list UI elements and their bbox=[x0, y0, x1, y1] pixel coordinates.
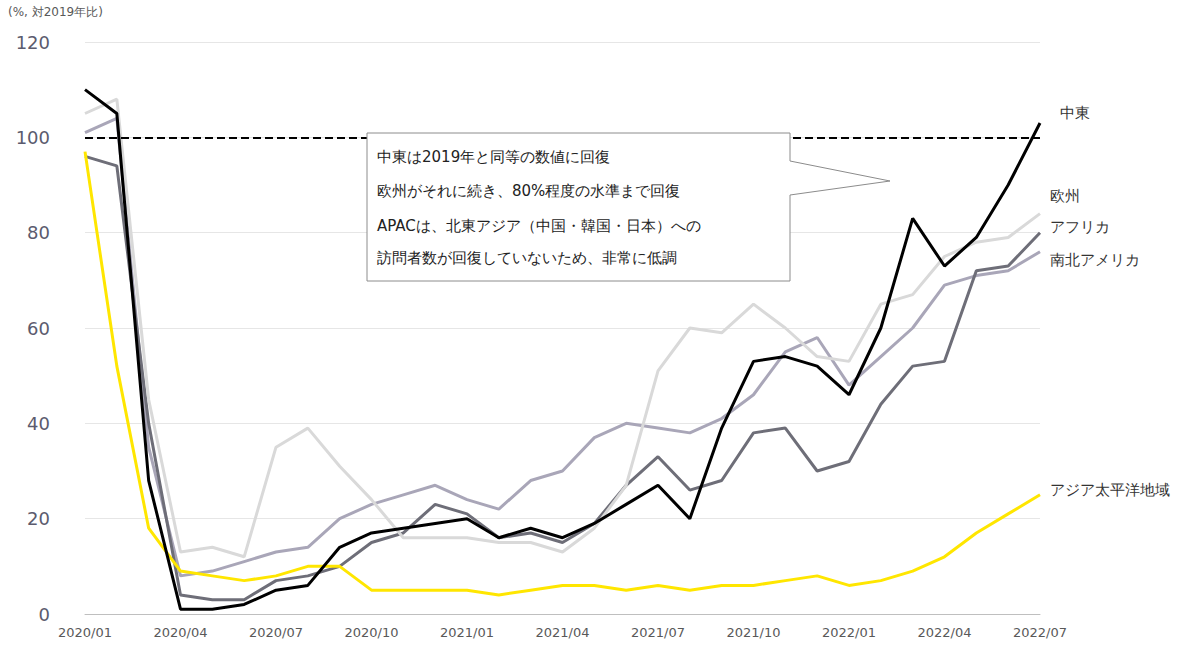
svg-text:アジア太平洋地域: アジア太平洋地域 bbox=[1050, 481, 1170, 499]
svg-text:2022/04: 2022/04 bbox=[917, 625, 971, 640]
svg-text:2021/10: 2021/10 bbox=[726, 625, 780, 640]
svg-text:0: 0 bbox=[39, 604, 50, 625]
svg-text:120: 120 bbox=[16, 32, 50, 53]
svg-text:2020/04: 2020/04 bbox=[153, 625, 207, 640]
svg-text:アフリカ: アフリカ bbox=[1050, 218, 1110, 236]
svg-text:2022/07: 2022/07 bbox=[1013, 625, 1067, 640]
svg-text:欧州: 欧州 bbox=[1050, 187, 1080, 205]
svg-text:(%, 対2019年比): (%, 対2019年比) bbox=[8, 5, 103, 19]
svg-text:訪問者数が回復していないため、非常に低調: 訪問者数が回復していないため、非常に低調 bbox=[377, 249, 677, 267]
svg-text:60: 60 bbox=[27, 318, 50, 339]
svg-text:2021/07: 2021/07 bbox=[631, 625, 685, 640]
svg-text:40: 40 bbox=[27, 413, 50, 434]
svg-text:2020/01: 2020/01 bbox=[58, 625, 112, 640]
svg-text:2021/01: 2021/01 bbox=[440, 625, 494, 640]
svg-text:中東は2019年と同等の数値に回復: 中東は2019年と同等の数値に回復 bbox=[377, 148, 610, 166]
svg-text:2022/01: 2022/01 bbox=[822, 625, 876, 640]
svg-text:2020/10: 2020/10 bbox=[344, 625, 398, 640]
svg-text:APACは、北東アジア（中国・韓国・日本）への: APACは、北東アジア（中国・韓国・日本）への bbox=[377, 217, 701, 235]
svg-text:80: 80 bbox=[27, 222, 50, 243]
svg-text:中東: 中東 bbox=[1060, 104, 1090, 122]
svg-text:南北アメリカ: 南北アメリカ bbox=[1050, 251, 1140, 269]
svg-text:100: 100 bbox=[16, 127, 50, 148]
svg-text:2021/04: 2021/04 bbox=[535, 625, 589, 640]
svg-text:欧州がそれに続き、80%程度の水準まで回復: 欧州がそれに続き、80%程度の水準まで回復 bbox=[377, 182, 680, 200]
svg-text:20: 20 bbox=[27, 508, 50, 529]
svg-text:2020/07: 2020/07 bbox=[249, 625, 303, 640]
